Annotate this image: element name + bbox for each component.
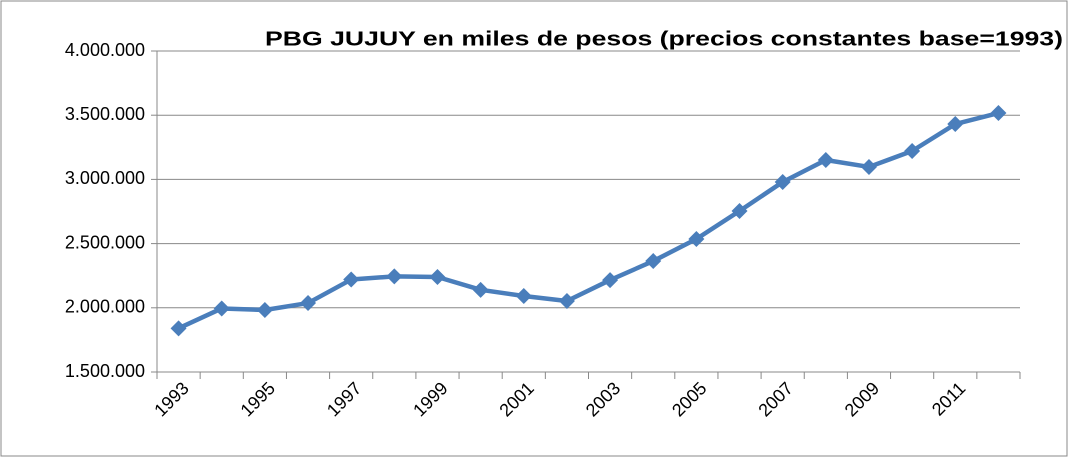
y-tick-label: 4.000.000	[65, 40, 145, 60]
y-tick-label: 3.500.000	[65, 104, 145, 124]
point	[947, 116, 964, 133]
y-tick-label: 1.500.000	[65, 361, 145, 381]
point	[386, 268, 403, 285]
y-tick-label: 2.000.000	[65, 297, 145, 317]
point	[213, 300, 230, 317]
point	[343, 271, 360, 288]
point	[602, 272, 619, 289]
point	[429, 268, 446, 285]
point	[990, 105, 1007, 122]
point	[256, 301, 273, 318]
point	[817, 152, 834, 169]
point	[774, 173, 791, 190]
point	[558, 292, 575, 309]
point	[904, 143, 921, 160]
y-tick-label: 2.500.000	[65, 232, 145, 252]
point	[515, 287, 532, 304]
point	[645, 253, 662, 270]
point	[472, 281, 489, 298]
point	[688, 230, 705, 247]
line	[177, 110, 999, 331]
point	[731, 202, 748, 219]
y-tick-label: 3.000.000	[65, 168, 145, 188]
point	[300, 295, 317, 312]
point	[860, 158, 877, 175]
chart-title: PBG JUJUY en miles de pesos (precios con…	[265, 28, 1063, 50]
point	[170, 320, 187, 337]
